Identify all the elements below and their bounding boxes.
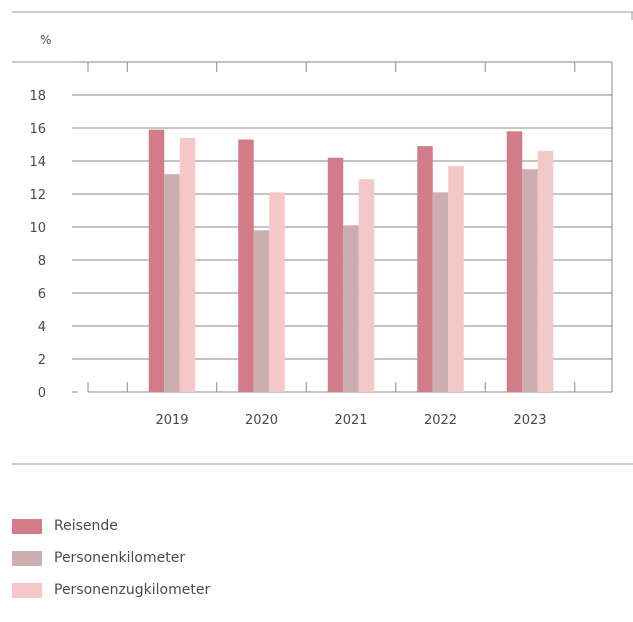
legend: Reisende Personenkilometer Personenzugkilo…: [12, 510, 210, 606]
y-tick-label: 8: [38, 254, 46, 269]
bar-reisende-2021: [327, 157, 344, 392]
legend-swatch: [12, 518, 42, 534]
bar-personenkilometer-2023: [522, 169, 538, 392]
bar-reisende-2023: [506, 131, 523, 393]
x-tick-label: 2021: [334, 413, 367, 428]
bar-personenzugkilometer-2021: [358, 179, 375, 392]
y-tick-label: 14: [29, 155, 46, 170]
legend-label: Personenkilometer: [54, 550, 186, 566]
bar-personenzugkilometer-2023: [537, 151, 554, 392]
bar-chart: 0 2 4 6 8 10 12 14 16 18 2019 2020 2021 2022 2023 %: [12, 11, 633, 465]
y-tick-label: 18: [29, 89, 46, 104]
x-tick-label: 2020: [245, 413, 278, 428]
y-tick-label: 4: [38, 320, 46, 335]
bar-personenkilometer-2022: [432, 192, 449, 392]
legend-item: Personenkilometer: [12, 542, 210, 574]
legend-label: Personenzugkilometer: [54, 582, 211, 598]
bar-reisende-2019: [148, 129, 165, 392]
bar-personenzugkilometer-2022: [448, 165, 464, 392]
legend-swatch: [12, 550, 42, 566]
y-tick-label: 10: [29, 221, 46, 236]
chart-frame: [12, 11, 633, 465]
bar-personenkilometer-2021: [343, 225, 359, 392]
x-tick-label: 2022: [424, 413, 457, 428]
y-tick-label: 6: [38, 287, 46, 302]
y-tick-label: 12: [29, 188, 46, 203]
x-tick-label: 2019: [155, 413, 188, 428]
legend-item: Reisende: [12, 510, 210, 542]
y-tick-label: 16: [29, 122, 46, 137]
bar-personenzugkilometer-2020: [269, 192, 285, 392]
x-tick-label: 2023: [513, 413, 546, 428]
bar-personenkilometer-2019: [164, 174, 180, 392]
y-axis-unit-label: %: [40, 33, 51, 47]
bar-reisende-2022: [417, 146, 433, 392]
y-tick-label: 2: [38, 353, 46, 368]
labels-layer: 0 2 4 6 8 10 12 14 16 18 2019 2020 2021 2022 2023: [29, 89, 546, 428]
bar-reisende-2020: [238, 139, 254, 392]
bars-layer: [148, 129, 554, 393]
legend-swatch: [12, 582, 42, 598]
y-tick-label: 0: [38, 386, 46, 401]
bar-personenkilometer-2020: [253, 230, 270, 392]
legend-label: Reisende: [54, 518, 118, 534]
bar-personenzugkilometer-2019: [179, 137, 196, 392]
legend-item: Personenzugkilometer: [12, 574, 210, 606]
